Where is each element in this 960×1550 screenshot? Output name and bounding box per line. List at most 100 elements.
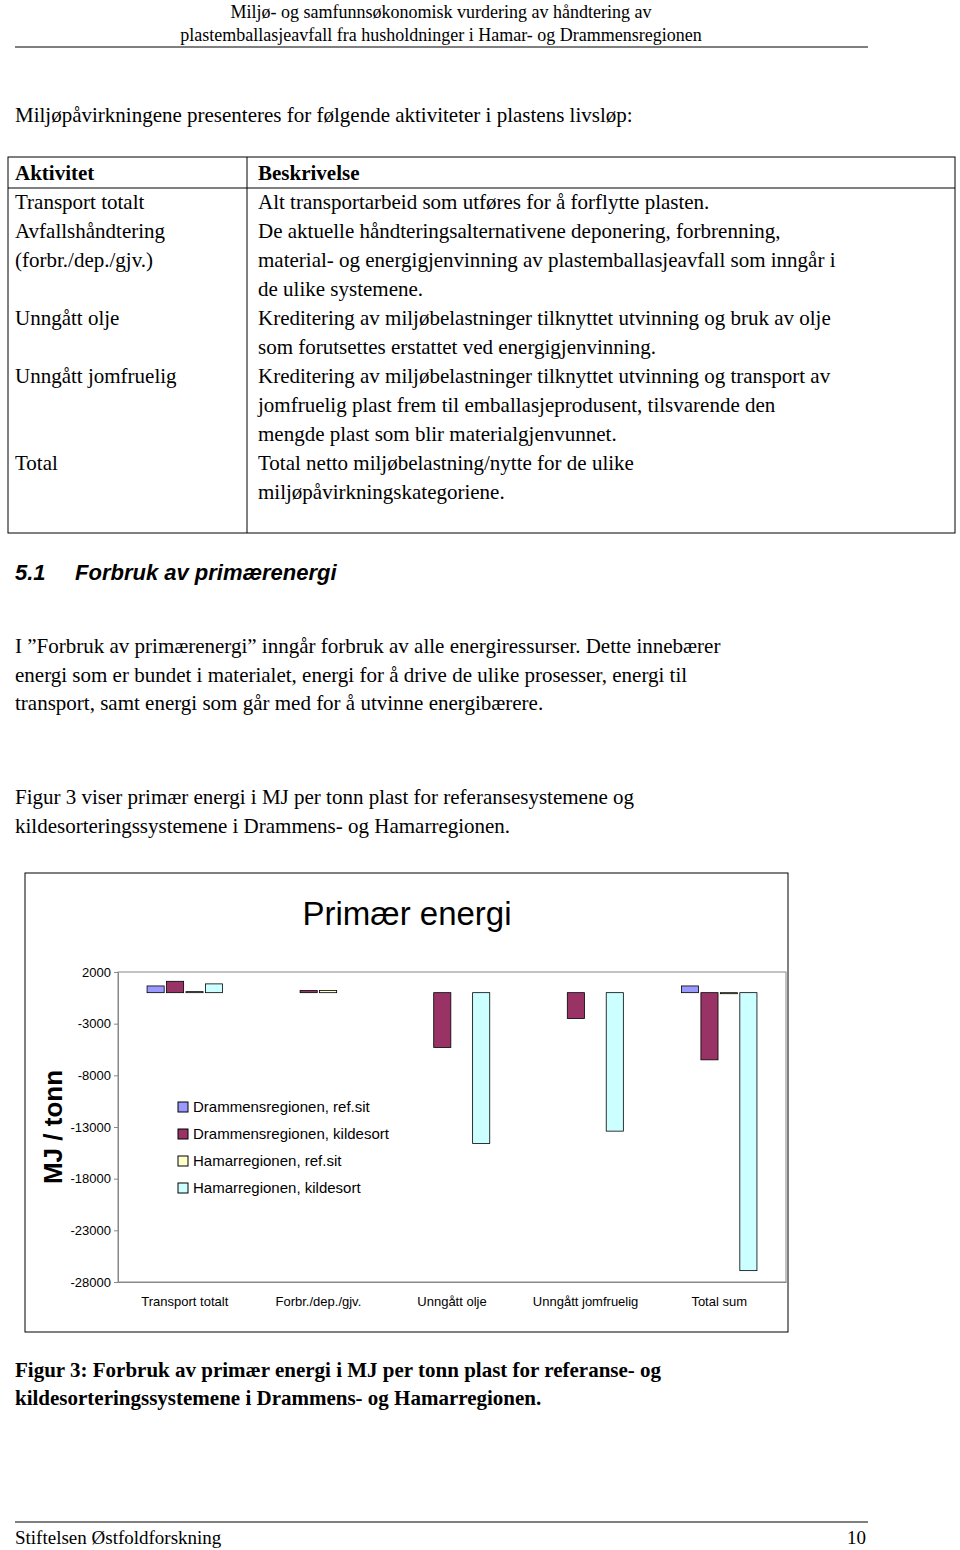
table-cell: Unngått olje (15, 306, 119, 330)
x-axis-line (119, 1282, 787, 1283)
bar (320, 991, 337, 993)
y-tick-mark (114, 1075, 118, 1076)
bars (147, 981, 757, 1270)
table-cell: Kreditering av miljøbelastninger tilknyt… (258, 364, 831, 388)
bar (567, 993, 584, 1019)
table-cell: Unngått jomfruelig (15, 364, 177, 388)
x-tick-label: Unngått olje (417, 1294, 486, 1309)
chart-border (25, 873, 788, 1332)
figure-caption: Figur 3: Forbruk av primær energi i MJ p… (15, 1358, 662, 1382)
x-tick-label: Unngått jomfruelig (533, 1294, 639, 1309)
legend-label: Drammensregionen, kildesort (193, 1125, 390, 1142)
paragraph: Figur 3 viser primær energi i MJ per ton… (15, 785, 634, 809)
legend-swatch (178, 1102, 188, 1112)
table-cell: Total (15, 451, 58, 475)
table-cell: (forbr./dep./gjv.) (15, 248, 153, 272)
y-axis-line (114, 973, 119, 1283)
x-tick-label: Forbr./dep./gjv. (276, 1294, 362, 1309)
x-tick: Forbr./dep./gjv. (276, 1282, 362, 1309)
bar (701, 993, 718, 1060)
table-cell: De aktuelle håndteringsalternativene dep… (258, 219, 780, 243)
y-tick: -13000 (71, 1120, 118, 1135)
table-cell: Alt transportarbeid som utføres for å fo… (258, 190, 709, 214)
table-cell: jomfruelig plast frem til emballasjeprod… (257, 393, 776, 417)
chart-title: Primær energi (302, 895, 511, 932)
y-tick: -8000 (78, 1068, 118, 1083)
y-tick: -23000 (71, 1223, 118, 1238)
page: Miljø- og samfunnsøkonomisk vurdering av… (0, 0, 960, 1550)
legend-label: Hamarregionen, ref.sit (193, 1152, 342, 1169)
table-cell: Total netto miljøbelastning/nytte for de… (258, 451, 634, 475)
y-tick-mark (114, 1179, 118, 1180)
y-tick-label: -18000 (71, 1171, 111, 1186)
table-cell: som forutsettes erstattet ved energigjen… (258, 335, 656, 359)
x-tick: Transport totalt (141, 1282, 228, 1309)
table-cell: mengde plast som blir materialgjenvunnet… (258, 422, 617, 446)
running-header: plastemballasjeavfall fra husholdninger … (180, 25, 701, 45)
bar (339, 992, 356, 993)
bar (167, 981, 184, 992)
y-tick-label: -13000 (71, 1120, 111, 1135)
table-cell: de ulike systemene. (258, 277, 423, 301)
table-rule (247, 157, 248, 533)
table-header: Beskrivelse (258, 161, 359, 185)
y-tick-label: -8000 (78, 1068, 111, 1083)
bar (300, 991, 317, 993)
table-cell: material- og energigjenvinning av plaste… (258, 248, 836, 272)
table-cell: Avfallshåndtering (15, 219, 166, 243)
footer-text: Stiftelsen Østfoldforskning (15, 1527, 222, 1548)
bar (740, 993, 757, 1271)
section-heading: Forbruk av primærenergi (75, 560, 338, 585)
legend: Drammensregionen, ref.sit Drammensregione… (178, 1098, 390, 1196)
footer-rule (15, 1522, 868, 1523)
bar (587, 992, 604, 993)
bar (186, 992, 203, 993)
plot-frame (118, 972, 786, 1282)
running-header: Miljø- og samfunnsøkonomisk vurdering av… (231, 2, 652, 22)
bar (606, 993, 623, 1131)
paragraph: energi som er bundet i materialet, energ… (15, 663, 687, 687)
y-tick-mark (114, 1024, 118, 1025)
table-rule (8, 188, 955, 189)
y-axis: 2000 -3000 -8000 -13000 -18000 -23000 -28000 (71, 965, 119, 1290)
y-axis-title: MJ / tonn (38, 1070, 68, 1184)
intro-text: Miljøpåvirkningene presenteres for følge… (15, 103, 633, 127)
y-tick-label: 2000 (82, 965, 111, 980)
table-header: Aktivitet (15, 161, 94, 185)
figure-caption: kildesorteringssystemene i Drammens- og … (15, 1386, 541, 1410)
x-tick: Total sum (691, 1282, 747, 1309)
bar (434, 993, 451, 1048)
y-tick: -28000 (71, 1275, 118, 1290)
y-tick: -18000 (71, 1171, 118, 1186)
bar (548, 992, 565, 993)
legend-swatch (178, 1156, 188, 1166)
bar (473, 993, 490, 1144)
bar (720, 993, 737, 994)
y-tick: 2000 (82, 965, 118, 980)
bar (147, 986, 164, 993)
x-tick: Unngått olje (417, 1282, 486, 1309)
y-tick-label: -28000 (71, 1275, 111, 1290)
paragraph: I ”Forbruk av primærenergi” inngår forbr… (15, 634, 720, 658)
table-cell: miljøpåvirkningskategoriene. (258, 480, 505, 504)
y-tick-label: -3000 (78, 1016, 111, 1031)
table-cell: Kreditering av miljøbelastninger tilknyt… (258, 306, 831, 330)
y-tick-mark (114, 1127, 118, 1128)
paragraph: transport, samt energi som går med for å… (15, 691, 543, 715)
section-heading: 5.1 (15, 560, 46, 585)
bar (205, 984, 222, 993)
legend-swatch (178, 1129, 188, 1139)
table-cell: Transport totalt (15, 190, 144, 214)
paragraph: kildesorteringssystemene i Drammens- og … (15, 814, 510, 838)
y-tick-label: -23000 (71, 1223, 111, 1238)
legend-label: Drammensregionen, ref.sit (193, 1098, 371, 1115)
legend-label: Hamarregionen, kildesort (193, 1179, 361, 1196)
x-tick-label: Total sum (691, 1294, 747, 1309)
table-border (8, 157, 955, 533)
bar (414, 992, 431, 993)
x-tick-label: Transport totalt (141, 1294, 228, 1309)
header-rule (15, 47, 868, 48)
x-axis: Transport totalt Forbr./dep./gjv. Unngått … (119, 1282, 787, 1309)
y-tick-mark (114, 972, 118, 973)
x-tick: Unngått jomfruelig (533, 1282, 639, 1309)
